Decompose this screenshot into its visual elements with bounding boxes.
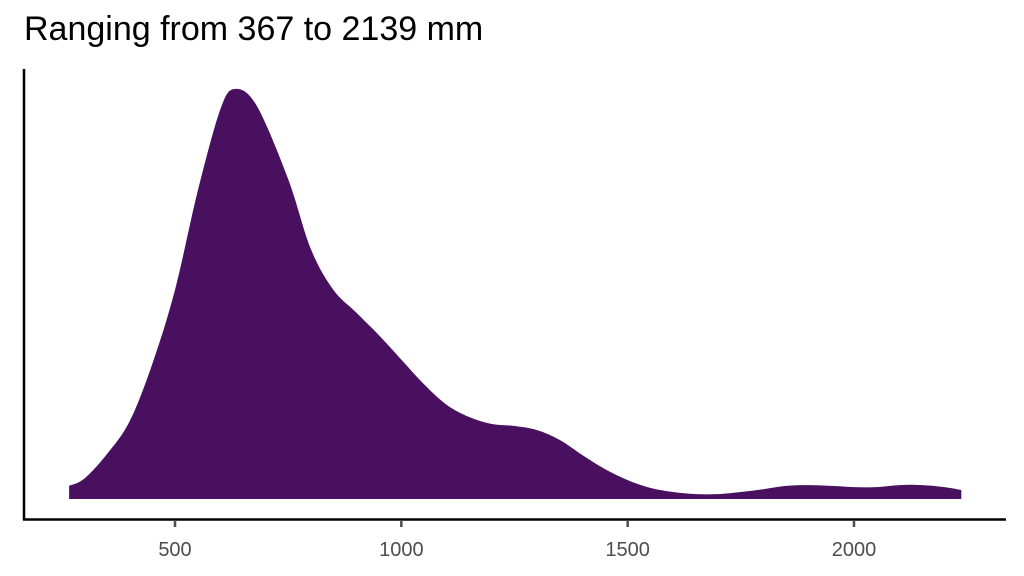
x-tick-label: 2000 <box>832 539 877 561</box>
x-axis-ticks: 500 1000 1500 2000 <box>158 520 876 561</box>
chart-title: Ranging from 367 to 2139 mm <box>24 10 484 48</box>
x-tick-label: 1500 <box>605 539 650 561</box>
density-area <box>69 88 962 500</box>
x-tick-label: 500 <box>158 539 191 561</box>
x-tick-label: 1000 <box>379 539 424 561</box>
